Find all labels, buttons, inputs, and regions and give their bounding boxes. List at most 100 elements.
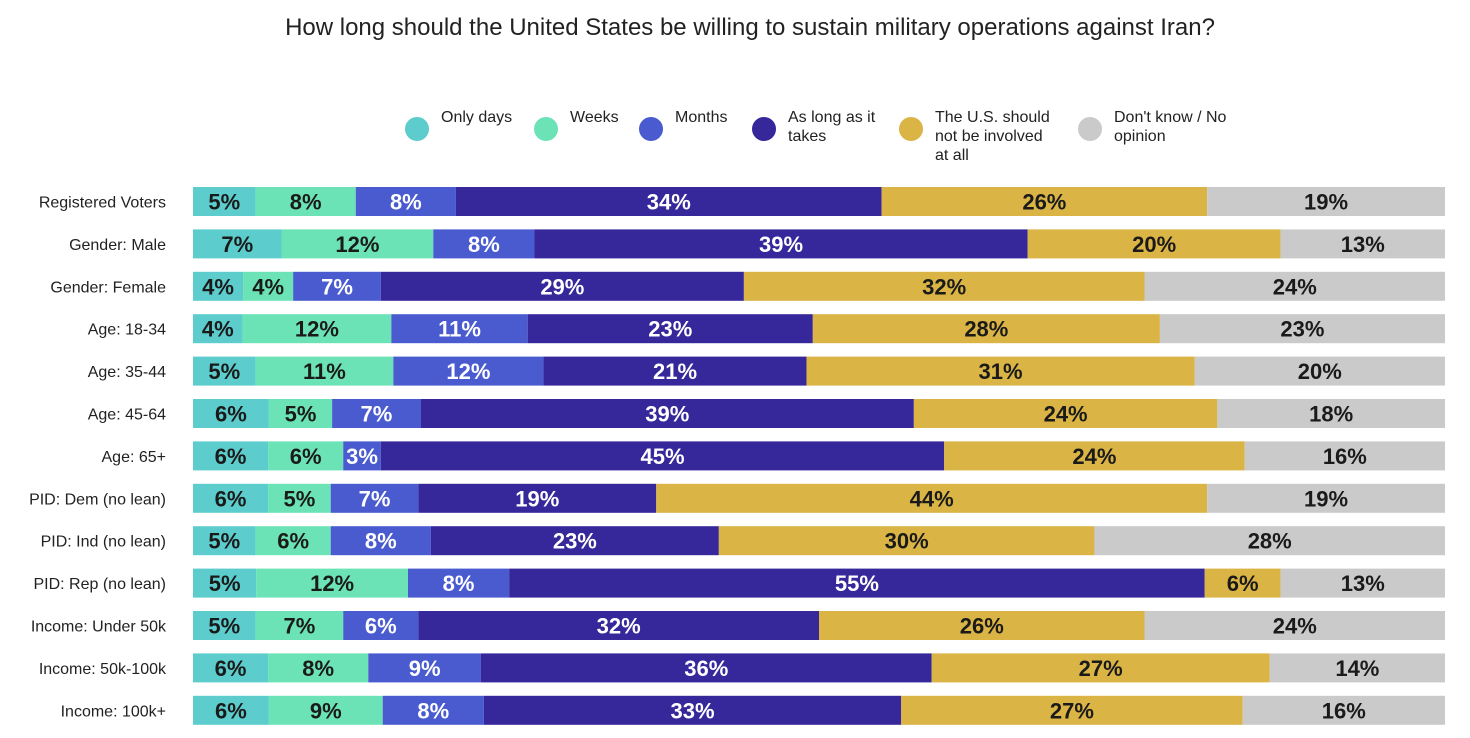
bar-segment-only-days <box>193 399 269 428</box>
bar-segment-months <box>343 441 381 471</box>
data-label-only-days: 4% <box>202 274 234 299</box>
bar-segment-the-u-s-should-not-be-involved-at-all <box>806 356 1195 386</box>
bar-segment-don-t-know-no-opinion <box>1280 229 1445 259</box>
category-label: PID: Ind (no lean) <box>41 534 166 551</box>
bar-segment-weeks <box>255 611 344 640</box>
data-label-months: 8% <box>417 698 449 723</box>
data-label-the-u-s-should-not-be-involved-at-all: 24% <box>1044 402 1088 427</box>
data-label-don-t-know-no-opinion: 14% <box>1335 656 1379 681</box>
bar-row-age-65: Age: 65+ 6% 6% 3% 45% 24% 16% <box>102 441 1445 471</box>
bar-segment-months <box>433 229 535 259</box>
data-label-don-t-know-no-opinion: 24% <box>1273 274 1317 299</box>
data-label-only-days: 6% <box>215 402 247 427</box>
data-label-as-long-as-it-takes: 55% <box>835 571 879 596</box>
data-label-only-days: 6% <box>215 698 247 723</box>
bar-segment-don-t-know-no-opinion <box>1207 483 1445 513</box>
legend-label-months: Months <box>675 109 727 126</box>
data-label-only-days: 6% <box>215 486 247 511</box>
bar-segment-don-t-know-no-opinion <box>1094 526 1445 556</box>
legend-label-the-u-s-should-not-be-involved-at-all: at all <box>935 147 969 164</box>
bar-segment-only-days <box>193 483 269 513</box>
data-label-months: 11% <box>438 317 481 342</box>
bar-segment-the-u-s-should-not-be-involved-at-all <box>743 271 1145 301</box>
chart-legend: Only days Weeks Months As long as it takes Th… <box>405 109 1227 164</box>
category-label: Gender: Male <box>69 237 166 254</box>
data-label-only-days: 6% <box>215 444 247 469</box>
bar-row-income-under-50k: Income: Under 50k 5% 7% 6% 32% 26% 24% <box>31 611 1445 640</box>
data-label-the-u-s-should-not-be-involved-at-all: 30% <box>885 529 929 554</box>
legend-marker-don-t-know-no-opinion <box>1078 117 1102 141</box>
legend-label-as-long-as-it-takes: As long as it <box>788 109 876 126</box>
data-label-weeks: 7% <box>284 614 316 639</box>
legend-item-the-u-s-should-not-be-involved-at-all: The U.S. should not be involved at all <box>899 109 1050 164</box>
bar-segment-the-u-s-should-not-be-involved-at-all <box>819 611 1145 640</box>
data-label-the-u-s-should-not-be-involved-at-all: 32% <box>922 274 966 299</box>
legend-marker-weeks <box>534 117 558 141</box>
data-label-as-long-as-it-takes: 45% <box>640 444 684 469</box>
data-label-the-u-s-should-not-be-involved-at-all: 28% <box>964 317 1008 342</box>
category-label: Age: 65+ <box>102 449 167 466</box>
bar-segment-the-u-s-should-not-be-involved-at-all <box>881 187 1208 216</box>
legend-marker-as-long-as-it-takes <box>752 117 776 141</box>
category-label: PID: Dem (no lean) <box>29 491 166 508</box>
category-label: Income: 100k+ <box>61 703 166 720</box>
bar-segment-the-u-s-should-not-be-involved-at-all <box>913 399 1218 428</box>
data-label-as-long-as-it-takes: 39% <box>645 402 689 427</box>
bar-segment-don-t-know-no-opinion <box>1269 653 1445 683</box>
data-label-the-u-s-should-not-be-involved-at-all: 27% <box>1050 698 1094 723</box>
bar-segment-as-long-as-it-takes <box>455 187 882 216</box>
legend-item-don-t-know-no-opinion: Don't know / No opinion <box>1078 109 1227 145</box>
category-label: Gender: Female <box>50 279 166 296</box>
bar-row-age-45-64: Age: 45-64 6% 5% 7% 39% 24% 18% <box>88 399 1445 428</box>
data-label-as-long-as-it-takes: 23% <box>648 317 692 342</box>
bar-segment-the-u-s-should-not-be-involved-at-all <box>656 483 1208 513</box>
bar-row-registered-voters: Registered Voters 5% 8% 8% 34% 26% 19% <box>39 187 1445 216</box>
bar-segment-as-long-as-it-takes <box>509 568 1205 598</box>
legend-item-months: Months <box>639 109 727 141</box>
bar-segment-as-long-as-it-takes <box>534 229 1028 259</box>
legend-marker-the-u-s-should-not-be-involved-at-all <box>899 117 923 141</box>
category-label: Age: 45-64 <box>88 407 166 424</box>
data-label-weeks: 5% <box>285 402 317 427</box>
data-label-don-t-know-no-opinion: 16% <box>1323 444 1367 469</box>
bar-segment-the-u-s-should-not-be-involved-at-all <box>1027 229 1281 259</box>
bar-segment-months <box>368 653 481 683</box>
data-label-as-long-as-it-takes: 34% <box>647 190 691 215</box>
data-label-don-t-know-no-opinion: 19% <box>1304 190 1348 215</box>
bar-segment-the-u-s-should-not-be-involved-at-all <box>718 526 1095 556</box>
bar-segment-as-long-as-it-takes <box>418 483 657 513</box>
plot-area: Registered Voters 5% 8% 8% 34% 26% 19% Gender: … <box>29 187 1445 725</box>
bar-row-gender-male: Gender: Male 7% 12% 8% 39% 20% 13% <box>69 229 1445 259</box>
bar-segment-weeks <box>255 356 394 386</box>
legend-label-only-days: Only days <box>441 109 512 126</box>
bar-segment-only-days <box>193 356 256 386</box>
data-label-the-u-s-should-not-be-involved-at-all: 20% <box>1132 232 1176 257</box>
bar-row-income-50k-100k: Income: 50k-100k 6% 8% 9% 36% 27% 14% <box>39 653 1445 683</box>
bar-segment-only-days <box>193 187 256 216</box>
bar-segment-weeks <box>268 441 344 471</box>
bar-segment-don-t-know-no-opinion <box>1207 187 1445 216</box>
bar-row-gender-female: Gender: Female 4% 4% 7% 29% 32% 24% <box>50 271 1445 301</box>
bar-segment-don-t-know-no-opinion <box>1244 441 1445 471</box>
bar-segment-weeks <box>255 526 331 556</box>
bar-segment-weeks <box>281 229 434 259</box>
data-label-only-days: 5% <box>208 614 240 639</box>
bar-row-age-18-34: Age: 18-34 4% 12% 11% 23% 28% 23% <box>88 314 1445 344</box>
bar-segment-only-days <box>193 441 269 471</box>
legend-item-only-days: Only days <box>405 109 512 141</box>
legend-label-weeks: Weeks <box>570 109 619 126</box>
data-label-don-t-know-no-opinion: 13% <box>1341 571 1385 596</box>
bar-segment-months <box>355 187 456 216</box>
bar-row-age-35-44: Age: 35-44 5% 11% 12% 21% 31% 20% <box>88 356 1445 386</box>
data-label-months: 6% <box>365 614 397 639</box>
bar-row-pid-rep-no-lean: PID: Rep (no lean) 5% 12% 8% 55% 6% 13% <box>33 568 1445 598</box>
data-label-months: 12% <box>446 359 490 384</box>
bar-segment-as-long-as-it-takes <box>480 653 932 683</box>
data-label-weeks: 6% <box>277 529 309 554</box>
data-label-months: 8% <box>443 571 475 596</box>
data-label-months: 8% <box>390 190 422 215</box>
data-label-the-u-s-should-not-be-involved-at-all: 6% <box>1227 571 1259 596</box>
legend-item-weeks: Weeks <box>534 109 619 141</box>
data-label-only-days: 5% <box>208 529 240 554</box>
